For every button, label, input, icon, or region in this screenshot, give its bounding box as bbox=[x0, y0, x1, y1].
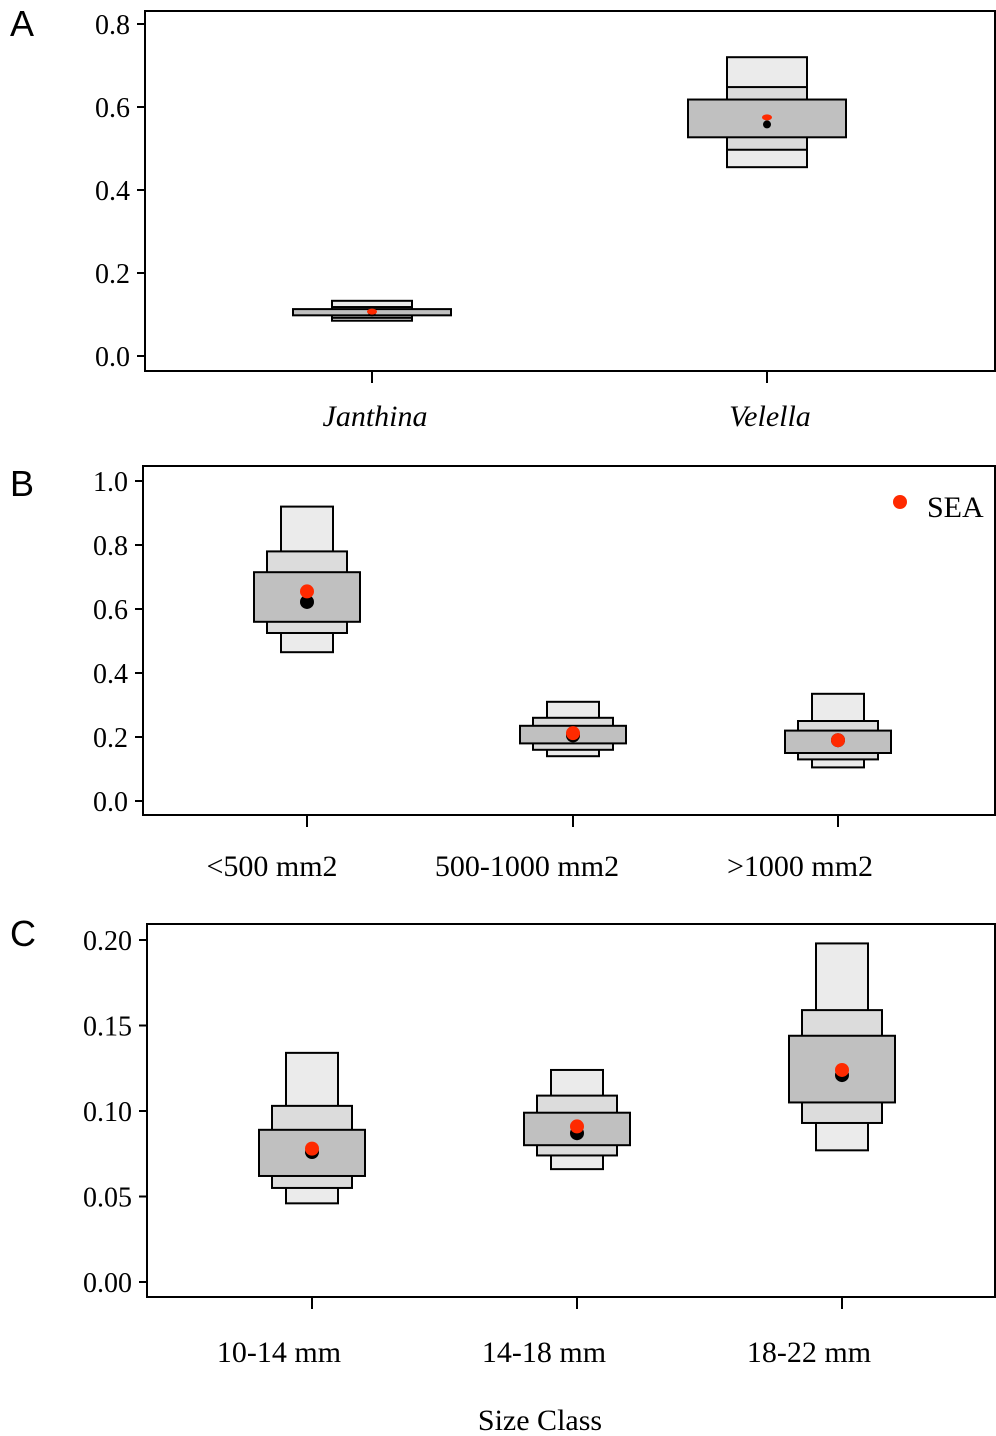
y-tick-label: 0.8 bbox=[95, 10, 130, 41]
y-tick-label: 0.6 bbox=[95, 93, 130, 124]
sea-point-14-18-mm bbox=[570, 1119, 584, 1134]
panel-letter-a: A bbox=[10, 3, 34, 44]
x-tick-label-velella: Velella bbox=[729, 400, 811, 433]
y-tick-label: 1.0 bbox=[93, 467, 128, 498]
y-tick-label: 0.4 bbox=[95, 176, 130, 207]
y-tick-label: 0.2 bbox=[95, 259, 130, 290]
y-tick-label: 0.20 bbox=[83, 926, 132, 957]
sea-point-velella bbox=[762, 114, 772, 121]
y-tick-label: 0.00 bbox=[83, 1268, 132, 1299]
sea-point-500-1000-mm2 bbox=[566, 726, 580, 741]
sea-point-1000-mm2 bbox=[831, 733, 845, 748]
x-tick-label-500-mm2: <500 mm2 bbox=[206, 850, 337, 883]
x-tick-label-500-1000-mm2: 500-1000 mm2 bbox=[435, 850, 619, 883]
panel-c: C 0.00 0.05 0.10 0.15 0.20 10-14 mm 14-18 mm 18… bbox=[10, 913, 996, 1369]
panel-b: B 0.0 0.2 0.4 0.6 0.8 1.0 <500 mm2 500-1000 mm2… bbox=[10, 463, 996, 883]
panel-a: A 0.0 0.2 0.4 0.6 0.8 Janthina Velella bbox=[10, 3, 996, 433]
panel-a-marks: 0.0 0.2 0.4 0.6 0.8 Janthina Velella bbox=[95, 10, 847, 433]
x-tick-label-18-22-mm: 18-22 mm bbox=[747, 1336, 871, 1369]
x-tick-label-janthina: Janthina bbox=[323, 400, 428, 433]
panel-c-marks: 0.00 0.05 0.10 0.15 0.20 10-14 mm 14-18 mm 18-2… bbox=[83, 926, 896, 1369]
x-tick-label-1000-mm2: >1000 mm2 bbox=[727, 850, 873, 883]
panel-a-frame bbox=[144, 10, 996, 372]
legend: SEA bbox=[893, 491, 984, 524]
sea-point-500-mm2 bbox=[300, 584, 314, 599]
y-tick-label: 0.4 bbox=[93, 659, 128, 690]
legend-sea-label: SEA bbox=[927, 491, 984, 524]
y-tick-label: 0.15 bbox=[83, 1012, 132, 1043]
sea-point-10-14-mm bbox=[305, 1141, 319, 1156]
panel-letter-c: C bbox=[10, 913, 36, 954]
x-tick-label-10-14-mm: 10-14 mm bbox=[217, 1336, 341, 1369]
panel-b-frame bbox=[142, 465, 996, 816]
y-tick-label: 0.2 bbox=[93, 723, 128, 754]
credible-box-ci50-500-mm2 bbox=[253, 571, 361, 623]
y-tick-label: 0.6 bbox=[93, 595, 128, 626]
sea-point-18-22-mm bbox=[835, 1062, 849, 1077]
y-tick-label: 0.05 bbox=[83, 1183, 132, 1214]
x-tick-label-14-18-mm: 14-18 mm bbox=[482, 1336, 606, 1369]
legend-sea-marker bbox=[893, 495, 907, 509]
panel-c-frame bbox=[146, 923, 996, 1298]
x-axis-title: Size Class bbox=[478, 1404, 602, 1436]
y-tick-label: 0.8 bbox=[93, 531, 128, 562]
y-tick-label: 0.10 bbox=[83, 1097, 132, 1128]
panel-b-marks: 0.0 0.2 0.4 0.6 0.8 1.0 <500 mm2 500-1000 mm2 >1… bbox=[93, 467, 892, 883]
panel-letter-b: B bbox=[10, 463, 34, 504]
mode-point-500-mm2 bbox=[300, 594, 314, 609]
sea-point-janthina bbox=[367, 308, 377, 315]
y-tick-label: 0.0 bbox=[93, 787, 128, 818]
y-tick-label: 0.0 bbox=[95, 342, 130, 373]
mode-point-velella bbox=[763, 120, 771, 129]
